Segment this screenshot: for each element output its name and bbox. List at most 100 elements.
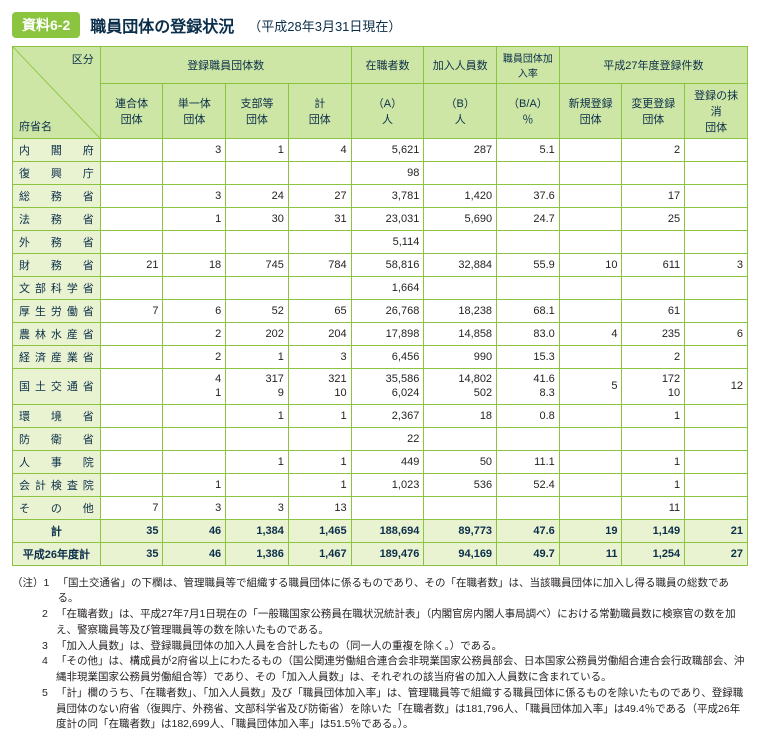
cell: 3179: [226, 369, 289, 405]
col-shinki: 新規登録団体: [559, 84, 622, 139]
cell: 1: [226, 450, 289, 473]
cell: [226, 427, 289, 450]
cell: [100, 277, 163, 300]
cell: 3: [163, 496, 226, 519]
note-text: 「計」欄のうち、「在職者数」、「加入人員数」及び「職員団体加入率」は、管理職員等…: [56, 686, 748, 733]
cell: 2: [622, 139, 685, 162]
cell: 46: [163, 542, 226, 565]
note-number: 5: [42, 686, 56, 733]
cell: [100, 208, 163, 231]
cell: [288, 162, 351, 185]
cell: [226, 231, 289, 254]
cell: 41: [163, 369, 226, 405]
cell: 2,367: [351, 404, 424, 427]
cell: [100, 185, 163, 208]
cell: 37.6: [497, 185, 560, 208]
row-name: 人事院: [13, 450, 101, 473]
registration-table: 区分 府省名 登録職員団体数 在職者数 加入人員数 職員団体加入率 平成27年度…: [12, 46, 748, 566]
cell: 25: [622, 208, 685, 231]
cell: 17,898: [351, 323, 424, 346]
cell: [163, 162, 226, 185]
col-a: （A）人: [351, 84, 424, 139]
cell: 11: [622, 496, 685, 519]
cell: 21: [100, 254, 163, 277]
cell: [163, 450, 226, 473]
cell: 27: [685, 542, 748, 565]
cell: [288, 277, 351, 300]
cell: [424, 427, 497, 450]
cell: 1: [622, 404, 685, 427]
cell: 24: [226, 185, 289, 208]
cell: 98: [351, 162, 424, 185]
cell: [685, 162, 748, 185]
table-row: 総務省324273,7811,42037.617: [13, 185, 748, 208]
cell: 83.0: [497, 323, 560, 346]
cell: 1,664: [351, 277, 424, 300]
cell: 7: [100, 300, 163, 323]
cell: [424, 496, 497, 519]
cell: 3: [226, 496, 289, 519]
cell: 536: [424, 473, 497, 496]
cell: [100, 162, 163, 185]
cell: [100, 323, 163, 346]
col-kei: 計団体: [288, 84, 351, 139]
cell: 94,169: [424, 542, 497, 565]
cell: [424, 277, 497, 300]
cell: 13: [288, 496, 351, 519]
cell: 1: [288, 404, 351, 427]
cell: 17: [622, 185, 685, 208]
cell: 6,456: [351, 346, 424, 369]
cell: 5.1: [497, 139, 560, 162]
col-b: （B）人: [424, 84, 497, 139]
cell: 5,690: [424, 208, 497, 231]
cell: [100, 369, 163, 405]
col-group-present: 在職者数: [351, 47, 424, 84]
cell: [288, 231, 351, 254]
row-name: 環境省: [13, 404, 101, 427]
table-row: 法務省1303123,0315,69024.725: [13, 208, 748, 231]
cell: [100, 231, 163, 254]
cell: [559, 208, 622, 231]
cell: [497, 231, 560, 254]
corner-cell: 区分 府省名: [13, 47, 101, 139]
table-row: 復興庁98: [13, 162, 748, 185]
cell: [497, 496, 560, 519]
cell: 189,476: [351, 542, 424, 565]
cell: [351, 496, 424, 519]
table-row: 平成26年度計35461,3861,467189,47694,16949.711…: [13, 542, 748, 565]
cell: 17210: [622, 369, 685, 405]
cell: 19: [559, 519, 622, 542]
row-name: 内閣府: [13, 139, 101, 162]
cell: 3: [288, 346, 351, 369]
table-row: その他7331311: [13, 496, 748, 519]
cell: 1: [163, 208, 226, 231]
cell: 2: [163, 346, 226, 369]
cell: 61: [622, 300, 685, 323]
cell: [559, 231, 622, 254]
cell: 18,238: [424, 300, 497, 323]
cell: [100, 450, 163, 473]
cell: 55.9: [497, 254, 560, 277]
note-row: 4「その他」は、構成員が2府省以上にわたるもの（国公関連労働組合連合会非現業国家…: [12, 654, 748, 686]
cell: 35: [100, 542, 163, 565]
cell: [559, 300, 622, 323]
row-name: 防衛省: [13, 427, 101, 450]
cell: 287: [424, 139, 497, 162]
title-row: 資料6-2 職員団体の登録状況 （平成28年3月31日現在）: [12, 12, 748, 38]
cell: [685, 277, 748, 300]
note-text: 「その他」は、構成員が2府省以上にわたるもの（国公関連労働組合連合会非現業国家公…: [56, 654, 748, 686]
cell: 10: [559, 254, 622, 277]
row-name: 経済産業省: [13, 346, 101, 369]
cell: [559, 450, 622, 473]
cell: 5: [559, 369, 622, 405]
cell: 65: [288, 300, 351, 323]
cell: [163, 277, 226, 300]
cell: 990: [424, 346, 497, 369]
cell: 35: [100, 519, 163, 542]
cell: [163, 231, 226, 254]
cell: 47.6: [497, 519, 560, 542]
table-row: 文部科学省1,664: [13, 277, 748, 300]
col-group-registered: 登録職員団体数: [100, 47, 351, 84]
row-name: 会計検査院: [13, 473, 101, 496]
cell: 27: [288, 185, 351, 208]
